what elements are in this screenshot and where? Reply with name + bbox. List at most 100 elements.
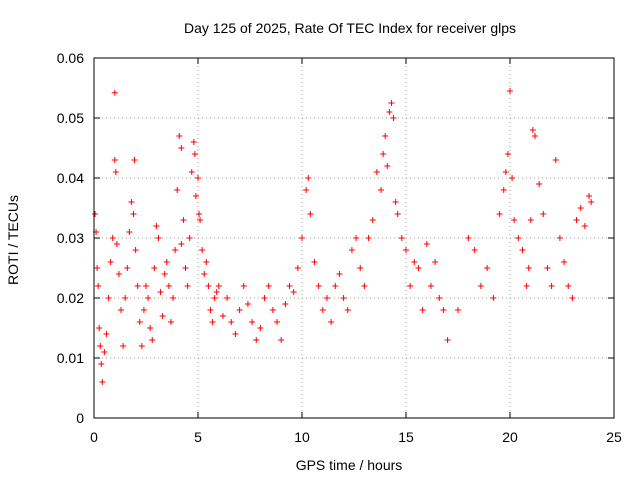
data-point (411, 259, 418, 265)
data-point (569, 295, 576, 301)
data-point (386, 109, 393, 115)
data-point (573, 217, 580, 223)
data-point (315, 283, 322, 289)
data-point (303, 187, 310, 193)
x-tick-label: 10 (294, 429, 310, 445)
data-point (357, 265, 364, 271)
x-tick-label: 20 (502, 429, 518, 445)
data-point (207, 307, 214, 313)
data-point (581, 223, 588, 229)
data-point (145, 295, 152, 301)
data-point (244, 301, 251, 307)
data-point (382, 133, 389, 139)
data-point (419, 307, 426, 313)
data-point (311, 259, 318, 265)
data-point (373, 169, 380, 175)
data-point (120, 343, 127, 349)
data-point (180, 217, 187, 223)
data-point (527, 217, 534, 223)
data-point (178, 145, 185, 151)
data-point (249, 319, 256, 325)
data-point (184, 283, 191, 289)
data-point (361, 283, 368, 289)
data-point (153, 223, 160, 229)
data-points (92, 88, 595, 385)
data-point (143, 283, 149, 289)
data-point (299, 235, 305, 241)
data-point (196, 211, 203, 217)
data-point (536, 181, 543, 187)
data-point (577, 205, 584, 211)
data-point (436, 295, 443, 301)
data-point (211, 295, 218, 301)
data-point (519, 247, 526, 253)
data-point (157, 289, 164, 295)
data-point (294, 265, 301, 271)
data-point (134, 283, 141, 289)
data-point (398, 235, 405, 241)
data-point (380, 151, 387, 157)
data-point (261, 295, 268, 301)
data-point (138, 343, 145, 349)
data-point (365, 235, 372, 241)
data-point (511, 217, 518, 223)
data-point (548, 283, 555, 289)
data-point (172, 247, 179, 253)
data-point (369, 217, 376, 223)
data-point (378, 187, 385, 193)
data-point (224, 295, 231, 301)
data-point (112, 169, 119, 175)
data-point (151, 265, 158, 271)
data-point (529, 127, 536, 133)
data-point (170, 295, 177, 301)
data-point (390, 115, 397, 121)
data-point (257, 325, 264, 331)
data-point (432, 259, 439, 265)
y-tick-label: 0.06 (57, 50, 84, 66)
data-point (515, 235, 522, 241)
data-point (161, 271, 168, 277)
data-point (92, 211, 99, 217)
data-point (265, 283, 272, 289)
data-point (269, 307, 276, 313)
data-point (98, 361, 105, 367)
data-point (278, 337, 285, 343)
data-point (531, 133, 538, 139)
data-point (215, 283, 222, 289)
data-point (290, 289, 297, 295)
data-point (384, 163, 391, 169)
y-tick-label: 0.03 (57, 230, 84, 246)
data-point (124, 265, 131, 271)
data-point (111, 157, 118, 163)
data-point (213, 289, 220, 295)
data-point (174, 187, 181, 193)
chart-title: Day 125 of 2025, Rate Of TEC Index for r… (184, 20, 516, 36)
data-point (556, 235, 563, 241)
data-point (319, 307, 326, 313)
x-tick-label: 5 (194, 429, 202, 445)
data-point (344, 307, 351, 313)
data-point (186, 235, 193, 241)
x-tick-label: 25 (606, 429, 622, 445)
data-point (131, 157, 138, 163)
data-point (509, 175, 516, 181)
data-point (561, 259, 568, 265)
data-point (195, 175, 201, 181)
data-point (496, 211, 503, 217)
data-point (126, 229, 133, 235)
data-point (111, 89, 118, 96)
data-point (282, 301, 289, 307)
axis-tick-labels: 0 5 10 15 20 25 0 0.01 0.02 0.03 0.04 0.05 0.06 (57, 50, 622, 445)
data-point (305, 175, 312, 181)
data-point (167, 319, 174, 325)
data-point (97, 343, 104, 349)
data-point (477, 283, 484, 289)
y-axis-label: ROTI / TECUs (5, 195, 21, 285)
data-point (253, 337, 260, 343)
data-point (178, 241, 185, 247)
data-point (132, 247, 139, 253)
data-point (502, 169, 509, 175)
data-point (565, 283, 572, 289)
